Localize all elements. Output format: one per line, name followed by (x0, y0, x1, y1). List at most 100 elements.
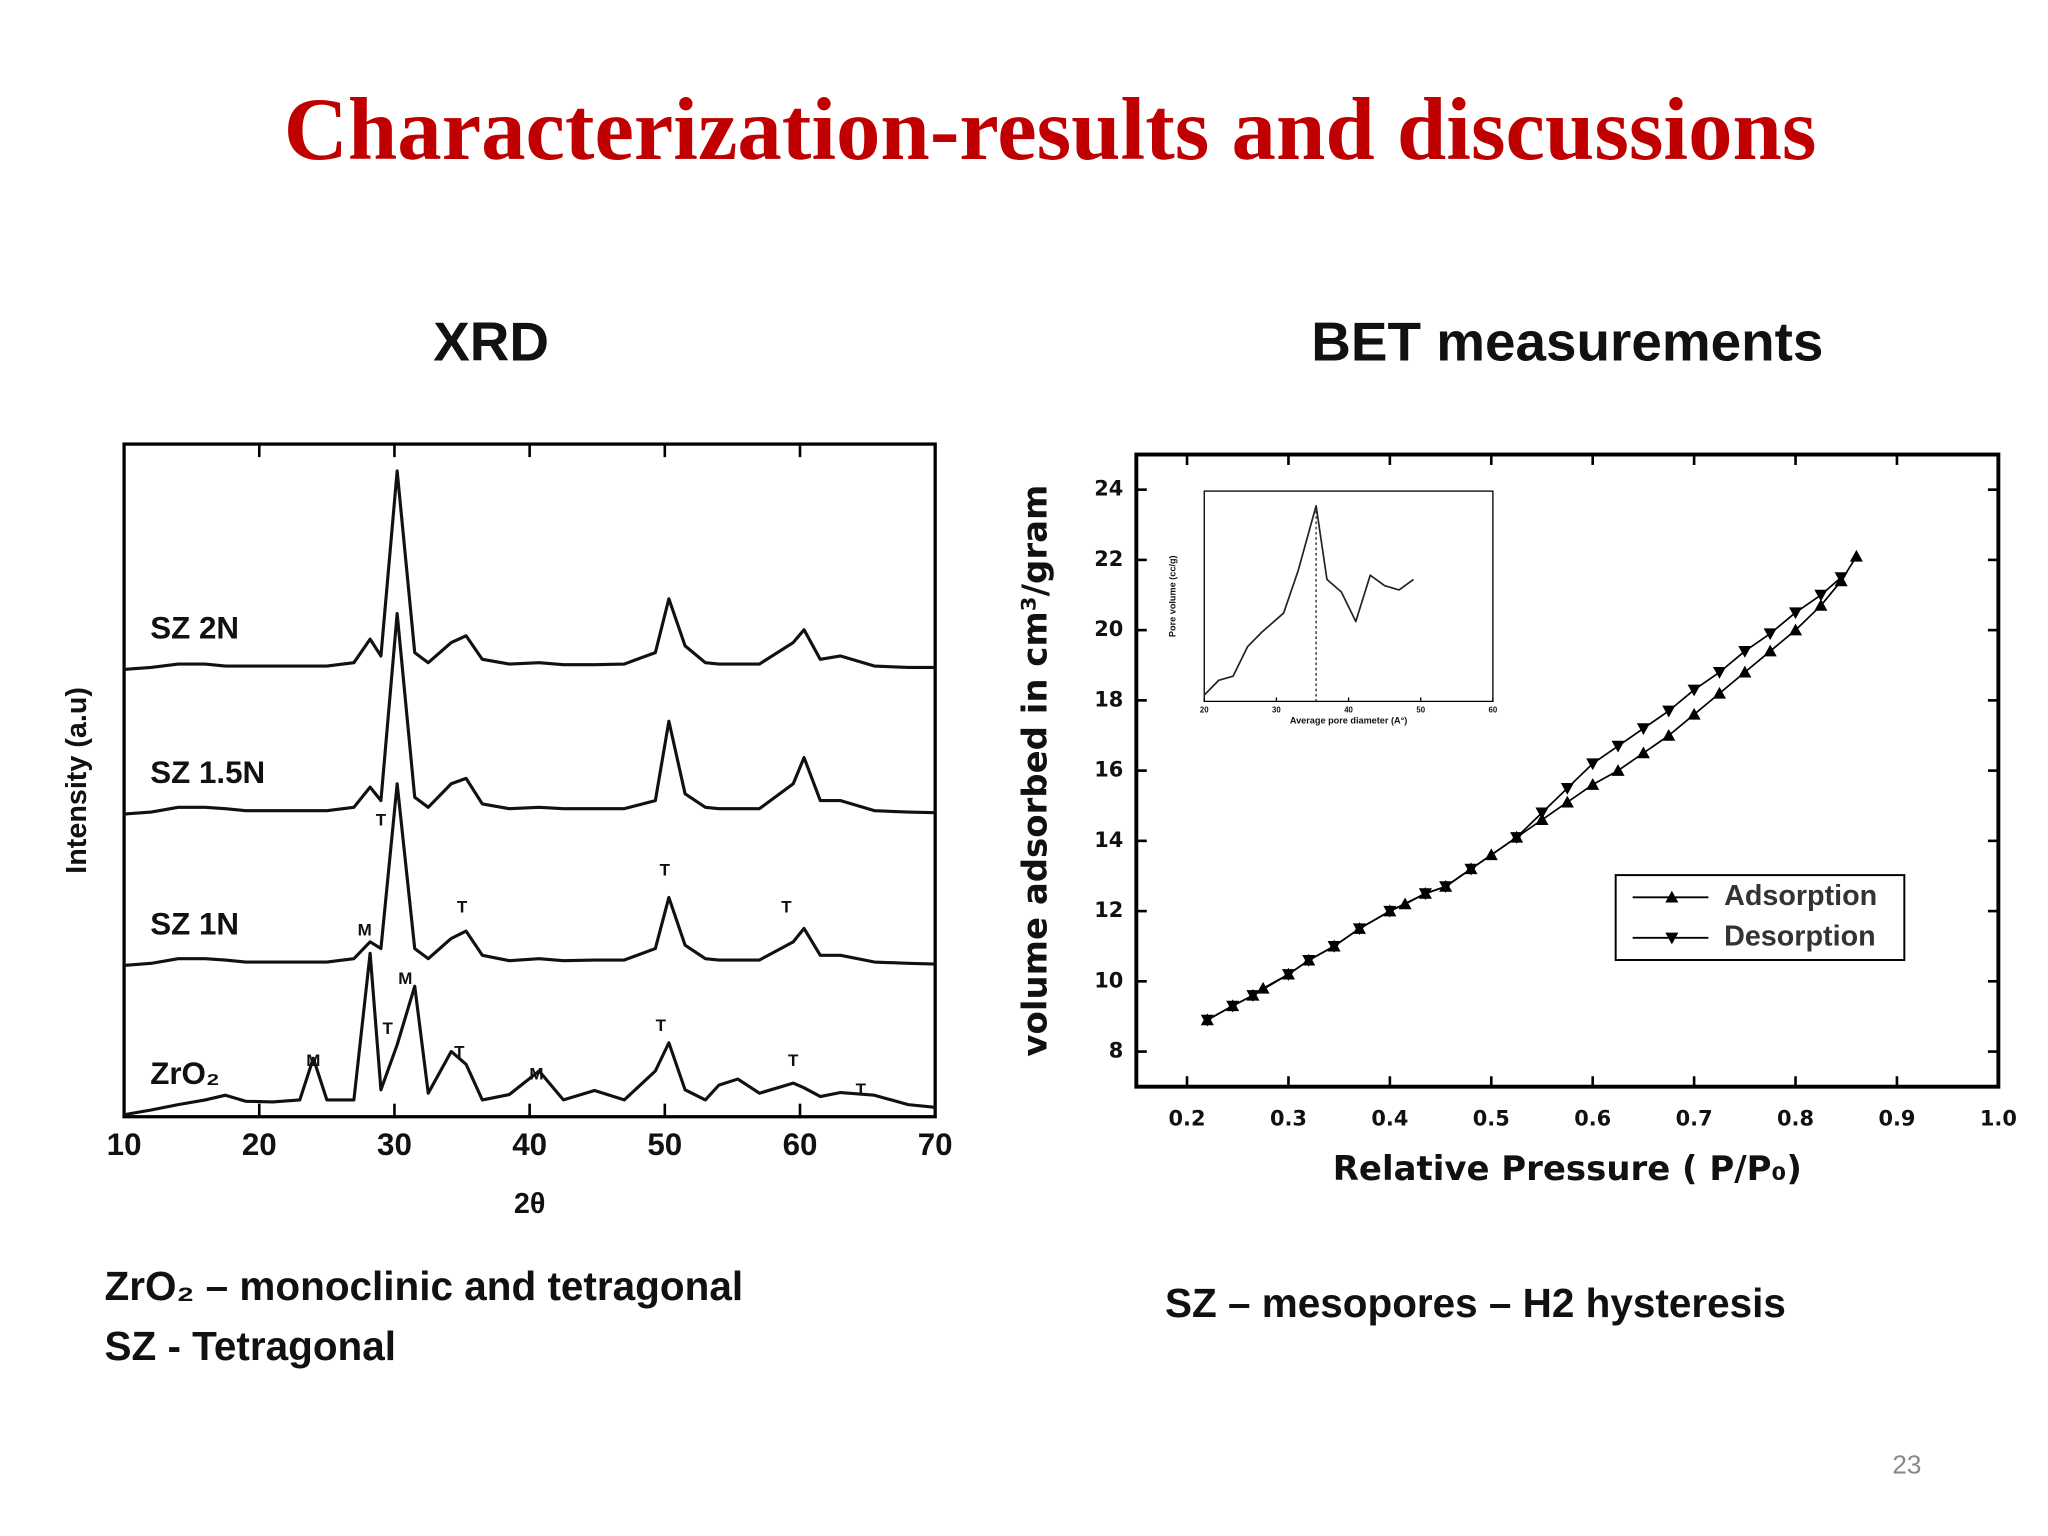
data-point (1586, 778, 1600, 790)
data-point (1662, 705, 1676, 718)
series-line (123, 782, 936, 967)
y-tick-label: 8 (1109, 1039, 1124, 1063)
phase-annotation: T (376, 810, 387, 829)
section-heading: XRD (433, 311, 549, 373)
data-point (1611, 740, 1625, 753)
data-point (1789, 607, 1803, 620)
data-point (1383, 905, 1397, 918)
x-tick-label: 20 (242, 1127, 277, 1162)
data-point (1763, 644, 1777, 657)
data-point (1281, 969, 1295, 981)
data-point (1418, 888, 1432, 901)
caption: SZ - Tetragonal (104, 1323, 396, 1369)
x-tick-label: 60 (1489, 706, 1498, 715)
data-point (1226, 1000, 1240, 1013)
data-point (1246, 990, 1260, 1002)
x-axis-label: Average pore diameter (A°) (1290, 715, 1407, 725)
phase-annotation: T (781, 898, 792, 917)
x-axis-label: 2θ (514, 1188, 546, 1220)
series-label: SZ 2N (150, 611, 239, 646)
caption: ZrO₂ – monoclinic and tetragonal (104, 1263, 743, 1309)
phase-annotation: T (856, 1080, 867, 1099)
data-point (1763, 628, 1777, 641)
legend-box (1614, 874, 1906, 961)
phase-annotation: M (529, 1065, 543, 1084)
data-point (1636, 723, 1650, 735)
phase-annotation: M (358, 921, 372, 940)
data-point (1510, 832, 1524, 844)
x-tick-label: 10 (107, 1127, 142, 1162)
data-point (1560, 782, 1574, 795)
legend-marker (1665, 932, 1679, 945)
data-point (1712, 667, 1727, 679)
phase-annotation: M (398, 969, 412, 988)
data-point (1687, 684, 1701, 697)
y-tick-label: 20 (1094, 617, 1123, 641)
data-point (1302, 955, 1316, 967)
x-tick-label: 0.3 (1270, 1106, 1307, 1130)
x-tick-label: 20 (1200, 706, 1209, 715)
x-axis-label: Relative Pressure ( P/P₀) (1333, 1149, 1802, 1189)
data-point (1586, 758, 1600, 771)
legend-label: Desorption (1724, 920, 1876, 952)
data-point (1464, 863, 1478, 876)
data-point (1636, 746, 1650, 759)
inset-background (1204, 491, 1493, 702)
x-tick-label: 70 (918, 1127, 953, 1162)
series-label: SZ 1.5N (150, 755, 265, 790)
section-heading: BET measurements (1311, 311, 1823, 373)
phase-annotation: T (660, 861, 671, 880)
x-tick-label: 30 (377, 1127, 412, 1162)
y-tick-label: 16 (1094, 758, 1123, 782)
data-point (1439, 881, 1453, 894)
y-tick-label: 14 (1094, 828, 1123, 852)
data-point (1738, 645, 1752, 658)
phase-annotation: M (306, 1051, 320, 1070)
x-tick-label: 0.2 (1169, 1106, 1206, 1130)
x-tick-label: 50 (647, 1127, 682, 1162)
x-tick-label: 40 (1344, 706, 1353, 715)
data-point (1834, 572, 1848, 584)
page-number: 23 (1892, 1450, 1921, 1480)
data-point (1611, 764, 1625, 776)
phase-annotation: T (788, 1051, 799, 1070)
y-tick-label: 24 (1094, 477, 1123, 501)
data-point (1560, 795, 1574, 808)
y-tick-label: 10 (1094, 968, 1123, 992)
series-label: SZ 1N (150, 906, 239, 941)
x-tick-label: 0.5 (1473, 1106, 1510, 1130)
data-point (1712, 686, 1727, 699)
series-line (123, 469, 936, 671)
data-point (1738, 665, 1752, 678)
phase-annotation: T (383, 1019, 394, 1038)
data-point (1200, 1014, 1214, 1027)
series-line (123, 612, 936, 816)
data-point (1352, 923, 1366, 936)
x-tick-label: 0.8 (1777, 1106, 1814, 1130)
data-point (1849, 549, 1863, 562)
phase-annotation: T (656, 1016, 667, 1035)
y-tick-label: 18 (1094, 687, 1123, 711)
y-axis-label: volume adsorbed in cm³/gram (1016, 485, 1056, 1057)
x-tick-label: 0.7 (1676, 1106, 1713, 1130)
y-axis-label: Pore volume (cc/g) (1167, 555, 1177, 637)
series-line (123, 951, 936, 1117)
data-point (1789, 623, 1803, 636)
x-tick-label: 60 (783, 1127, 818, 1162)
series-label: ZrO₂ (150, 1056, 220, 1091)
y-tick-label: 12 (1094, 898, 1123, 922)
x-tick-label: 0.6 (1574, 1106, 1611, 1130)
caption: SZ – mesopores – H2 hysteresis (1165, 1280, 1786, 1326)
data-point (1662, 728, 1676, 741)
x-tick-label: 40 (512, 1127, 547, 1162)
slide-title: Characterization-results and discussions (284, 81, 1817, 179)
legend-marker (1665, 890, 1679, 903)
x-tick-label: 50 (1416, 706, 1425, 715)
y-axis-label: Intensity (a.u) (61, 687, 93, 874)
x-tick-label: 30 (1272, 706, 1281, 715)
legend-label: Adsorption (1724, 880, 1877, 912)
y-tick-label: 22 (1094, 547, 1123, 571)
